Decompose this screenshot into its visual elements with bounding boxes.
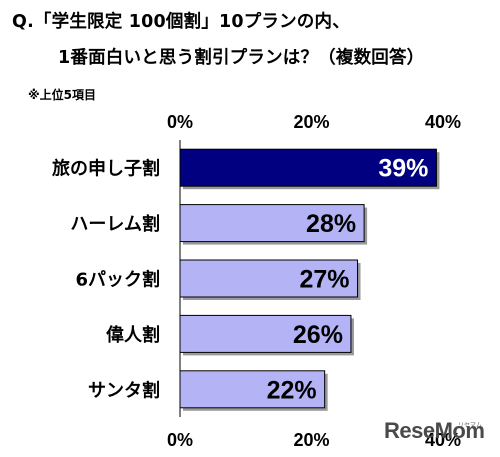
bar-0: [179, 148, 437, 187]
value-label-3: 26%: [293, 321, 343, 349]
category-label-3: 偉人割: [106, 324, 160, 346]
resemom-logo-sub: リセマム: [458, 422, 483, 429]
x-tick-label-top-1: 20%: [293, 112, 329, 132]
label-layer: 旅の申し子割 39% ハーレム割 28% 6パック割 27% 偉人割 26% サンタ割 22%: [52, 155, 428, 405]
value-label-2: 27%: [299, 266, 349, 294]
value-label-0: 39%: [378, 155, 428, 183]
bar-4: [179, 370, 326, 409]
x-tick-label-top-0: 0%: [167, 112, 193, 132]
category-label-4: サンタ割: [88, 379, 160, 401]
axis-layer: 0% 0% 20% 20% 40% 40%: [167, 112, 461, 450]
x-tick-label-bottom-1: 20%: [293, 430, 329, 450]
category-label-0: 旅の申し子割: [52, 158, 160, 180]
chart-title-line2: 1番面白いと思う割引プランは？（複数回答）: [58, 48, 425, 68]
value-label-1: 28%: [306, 210, 356, 238]
footnote: ※上位5項目: [28, 88, 97, 102]
bar-3: [179, 314, 352, 353]
bar-1: [179, 204, 365, 243]
x-tick-label-bottom-0: 0%: [167, 430, 193, 450]
resemom-logo: ReseMom: [384, 418, 485, 443]
value-label-4: 22%: [267, 376, 317, 404]
bar-2: [179, 259, 359, 298]
x-tick-label-top-2: 40%: [425, 112, 461, 132]
bar-layer: [179, 148, 440, 411]
category-label-2: 6パック割: [75, 269, 160, 291]
category-label-1: ハーレム割: [70, 213, 160, 235]
chart-title-line1: Q.「学生限定 100個割」10プランの内、: [12, 12, 350, 32]
x-tick-label-bottom-2: 40%: [425, 430, 461, 450]
